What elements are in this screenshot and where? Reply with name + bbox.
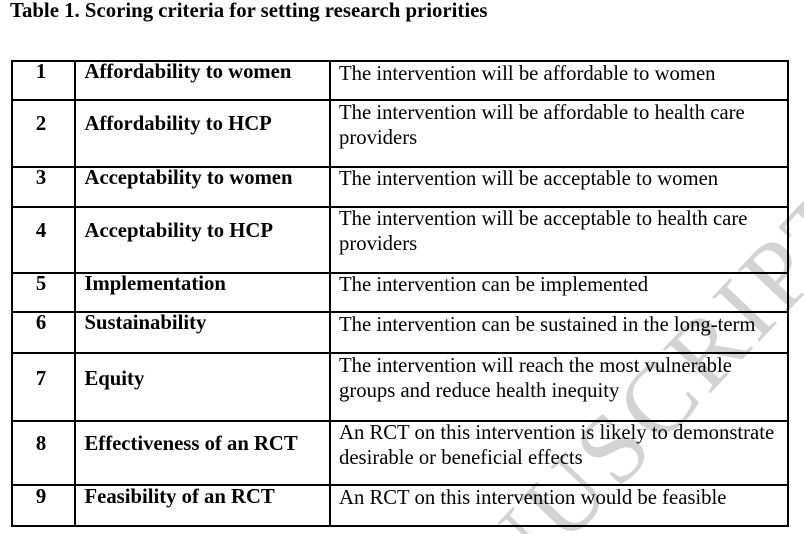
criteria-row-4: 4 Acceptability to HCP The intervention wi…	[11, 205, 789, 274]
criterion-description-cell: An RCT on this intervention would be fea…	[328, 484, 789, 527]
criterion-description-cell: An RCT on this intervention is likely to…	[328, 419, 789, 486]
criterion-description-cell: The intervention will reach the most vul…	[328, 352, 789, 422]
criteria-row-9: 9 Feasibility of an RCT An RCT on this int…	[11, 484, 789, 527]
criterion-name: Affordability to HCP	[74, 99, 331, 168]
criterion-description: The intervention can be implemented	[339, 274, 649, 296]
criterion-number: 5	[11, 271, 76, 313]
criterion-description: The intervention will reach the most vul…	[339, 354, 732, 402]
criterion-number: 2	[11, 99, 76, 168]
criterion-description-cell: The intervention can be sustained in the…	[328, 311, 789, 354]
criterion-description: An RCT on this intervention would be fea…	[339, 486, 727, 509]
criterion-name: Equity	[74, 352, 331, 422]
criterion-description: The intervention will be affordable to w…	[339, 62, 716, 85]
criterion-name: Sustainability	[74, 311, 331, 354]
criterion-number: 6	[11, 311, 76, 354]
criterion-number: 4	[11, 205, 76, 274]
scoring-criteria-table-body: 1 Affordability to women The intervention …	[11, 60, 789, 527]
criterion-number: 9	[11, 484, 76, 527]
criteria-row-2: 2 Affordability to HCP The intervention wi…	[11, 99, 789, 168]
criterion-description-cell: The intervention can be implemented	[328, 271, 789, 313]
criteria-row-6: 6 Sustainability The intervention can be s…	[11, 311, 789, 354]
criterion-description-cell: The intervention will be acceptable to h…	[328, 205, 789, 274]
criterion-number: 8	[11, 419, 76, 486]
criteria-row-7: 7 Equity The intervention will reach the m…	[11, 352, 789, 422]
criterion-description: The intervention will be acceptable to w…	[339, 168, 719, 191]
criterion-name: Effectiveness of an RCT	[74, 419, 331, 486]
criterion-number: 7	[11, 352, 76, 422]
criteria-row-5: 5 Implementation The intervention can be i…	[11, 271, 789, 313]
criterion-description-cell: The intervention will be affordable to h…	[328, 99, 789, 168]
criterion-name: Affordability to women	[74, 60, 331, 101]
criterion-description-cell: The intervention will be affordable to w…	[328, 60, 789, 101]
criterion-name: Feasibility of an RCT	[74, 484, 331, 527]
criterion-number: 1	[11, 60, 76, 101]
table-caption: Table 1. Scoring criteria for setting re…	[10, 0, 488, 22]
criterion-name: Implementation	[74, 271, 331, 313]
criterion-description: The intervention can be sustained in the…	[339, 313, 756, 336]
criterion-name: Acceptability to HCP	[74, 205, 331, 274]
criterion-name: Acceptability to women	[74, 165, 331, 208]
criterion-description: The intervention will be acceptable to h…	[339, 208, 748, 256]
criterion-description: An RCT on this intervention is likely to…	[339, 422, 775, 469]
criteria-row-1: 1 Affordability to women The intervention …	[11, 60, 789, 101]
scoring-criteria-table: 1 Affordability to women The intervention …	[11, 60, 789, 527]
criterion-number: 3	[11, 165, 76, 208]
criteria-row-3: 3 Acceptability to women The intervention …	[11, 165, 789, 208]
criteria-row-8: 8 Effectiveness of an RCT An RCT on this i…	[11, 419, 789, 486]
criterion-description-cell: The intervention will be acceptable to w…	[328, 165, 789, 208]
criterion-description: The intervention will be affordable to h…	[339, 101, 745, 149]
